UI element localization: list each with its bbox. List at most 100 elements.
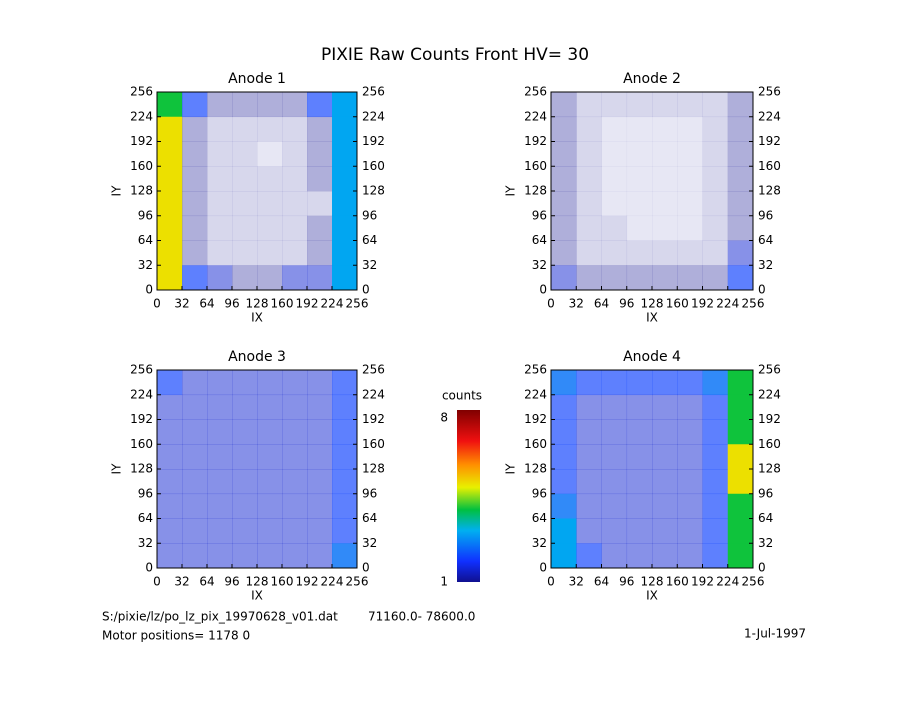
heat-cell — [157, 543, 183, 569]
y-tick-label: 160 — [362, 437, 385, 451]
heat-cell — [232, 240, 258, 266]
heat-cell — [702, 141, 729, 167]
heat-cell — [626, 116, 653, 142]
heat-cell — [626, 166, 653, 192]
heat-cell — [626, 141, 653, 167]
panel-title: Anode 2 — [623, 71, 681, 87]
x-tick-label: 128 — [641, 297, 664, 311]
page-title: PIXIE Raw Counts Front HV= 30 — [321, 45, 589, 65]
colorbar — [457, 410, 480, 582]
y-tick-label: 96 — [532, 208, 547, 222]
heat-cell — [576, 141, 602, 167]
heat-cell — [332, 370, 358, 396]
y-tick-label: 256 — [130, 363, 153, 377]
heat-cell — [332, 493, 358, 519]
y-tick-label: 0 — [539, 283, 547, 297]
heat-cell — [332, 394, 358, 420]
heat-cell — [232, 469, 258, 495]
heat-cell — [652, 141, 678, 167]
heat-cell — [601, 444, 628, 470]
heat-cell — [727, 419, 754, 445]
heat-cell — [307, 543, 333, 569]
heat-cell — [307, 191, 333, 217]
heat-cell — [157, 493, 183, 519]
y-tick-label: 256 — [362, 363, 385, 377]
heat-cell — [576, 493, 602, 519]
y-tick-label: 96 — [138, 486, 153, 500]
heat-cell — [727, 240, 754, 266]
footer-date: 1-Jul-1997 — [744, 627, 806, 641]
x-tick-label: 96 — [619, 297, 634, 311]
y-tick-label: 224 — [130, 387, 153, 401]
y-tick-label: 96 — [758, 486, 773, 500]
y-tick-label: 224 — [362, 387, 385, 401]
heat-cell — [727, 518, 754, 544]
heat-cell — [727, 215, 754, 241]
y-tick-label: 192 — [362, 412, 385, 426]
heat-cell — [307, 394, 333, 420]
x-tick-label: 256 — [346, 297, 369, 311]
x-tick-label: 32 — [174, 297, 189, 311]
heat-cell — [207, 191, 233, 217]
x-tick-label: 256 — [346, 575, 369, 589]
heat-cell — [257, 166, 283, 192]
heat-cell — [601, 92, 628, 118]
heat-cell — [282, 116, 308, 142]
x-axis-label: IX — [646, 311, 658, 325]
heat-cell — [626, 469, 653, 495]
heat-cell — [207, 240, 233, 266]
heat-cell — [601, 215, 628, 241]
heat-cell — [157, 166, 183, 192]
heat-cell — [257, 215, 283, 241]
heat-cell — [601, 265, 628, 291]
footer-file: S:/pixie/lz/po_lz_pix_19970628_v01.dat — [102, 610, 338, 624]
y-tick-label: 256 — [758, 85, 781, 99]
heat-cell — [677, 469, 703, 495]
y-tick-label: 64 — [362, 511, 377, 525]
heat-cell — [677, 166, 703, 192]
y-tick-label: 128 — [758, 184, 781, 198]
heat-cell — [576, 370, 602, 396]
y-axis-label: IY — [504, 185, 518, 197]
y-axis-label: IY — [504, 463, 518, 475]
x-tick-label: 64 — [199, 297, 214, 311]
heat-cell — [551, 166, 577, 192]
heat-cell — [207, 394, 233, 420]
heat-cell — [157, 240, 183, 266]
heat-cell — [652, 419, 678, 445]
heat-cell — [702, 370, 729, 396]
heat-cell — [576, 444, 602, 470]
y-tick-label: 160 — [130, 159, 153, 173]
y-tick-label: 32 — [138, 258, 153, 272]
y-tick-label: 256 — [362, 85, 385, 99]
x-tick-label: 0 — [547, 297, 555, 311]
heat-cell — [307, 469, 333, 495]
x-tick-label: 224 — [716, 297, 739, 311]
heat-cell — [157, 469, 183, 495]
heat-cell — [282, 370, 308, 396]
heat-cell — [551, 191, 577, 217]
heat-cell — [702, 419, 729, 445]
heat-cell — [702, 240, 729, 266]
heat-cell — [257, 419, 283, 445]
heat-cell — [232, 518, 258, 544]
heat-cell — [576, 92, 602, 118]
heat-cell — [626, 518, 653, 544]
heat-cell — [257, 543, 283, 569]
heat-cell — [282, 240, 308, 266]
heat-cell — [727, 191, 754, 217]
x-tick-label: 224 — [716, 575, 739, 589]
x-tick-label: 160 — [666, 297, 689, 311]
y-tick-label: 128 — [758, 462, 781, 476]
heat-cell — [677, 116, 703, 142]
heat-cell — [652, 92, 678, 118]
heat-cell — [182, 166, 208, 192]
heat-cell — [282, 419, 308, 445]
heat-cell — [207, 444, 233, 470]
heat-cell — [282, 493, 308, 519]
heat-cell — [652, 265, 678, 291]
heat-cell — [601, 166, 628, 192]
heat-cell — [677, 493, 703, 519]
heat-cell — [652, 370, 678, 396]
heat-cell — [677, 240, 703, 266]
